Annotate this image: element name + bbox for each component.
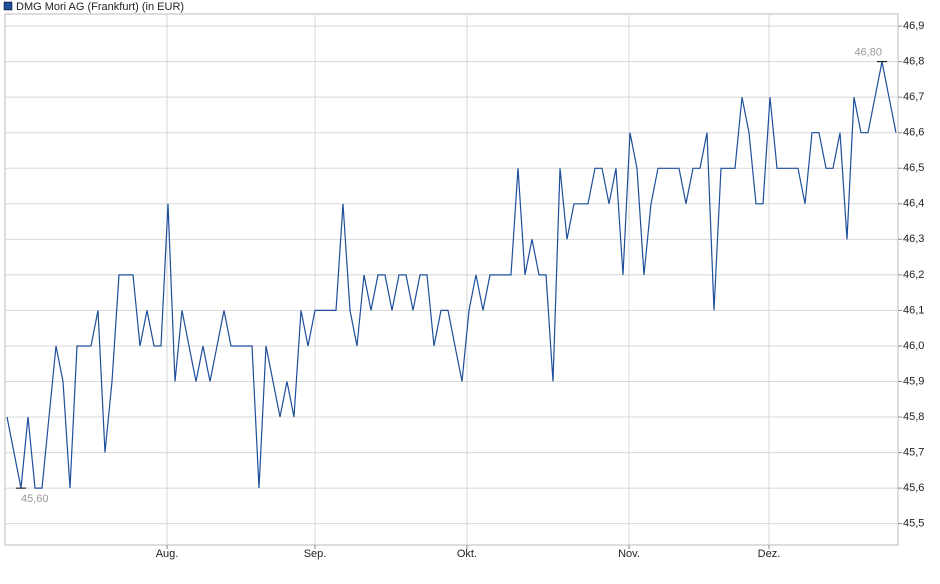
y-tick-label: 46,6 [903, 127, 924, 139]
y-tick-label: 46,5 [903, 162, 924, 174]
plot-frame [4, 13, 899, 546]
x-tick-label: Okt. [457, 548, 477, 560]
legend-label: DMG Mori AG (Frankfurt) (in EUR) [16, 1, 184, 13]
y-tick-label: 45,6 [903, 482, 924, 494]
y-tick-label: 46,1 [903, 304, 924, 316]
y-tick-label: 46,2 [903, 269, 924, 281]
price-line [6, 61, 897, 489]
y-tick-label: 46,0 [903, 340, 924, 352]
y-tick-label: 46,8 [903, 56, 924, 68]
legend-swatch [3, 1, 13, 11]
extreme-label: 45,60 [21, 493, 49, 505]
x-tick-label: Aug. [156, 548, 179, 560]
y-tick-label: 46,9 [903, 20, 924, 32]
y-tick-label: 45,7 [903, 446, 924, 458]
y-tick-label: 46,3 [903, 233, 924, 245]
extreme-label: 46,80 [854, 47, 882, 59]
y-tick-label: 46,4 [903, 198, 924, 210]
y-tick-label: 46,7 [903, 91, 924, 103]
y-tick-label: 45,5 [903, 518, 924, 530]
y-tick-label: 45,9 [903, 375, 924, 387]
x-tick-label: Dez. [758, 548, 781, 560]
y-tick-label: 45,8 [903, 411, 924, 423]
x-tick-label: Sep. [304, 548, 327, 560]
x-tick-label: Nov. [618, 548, 640, 560]
